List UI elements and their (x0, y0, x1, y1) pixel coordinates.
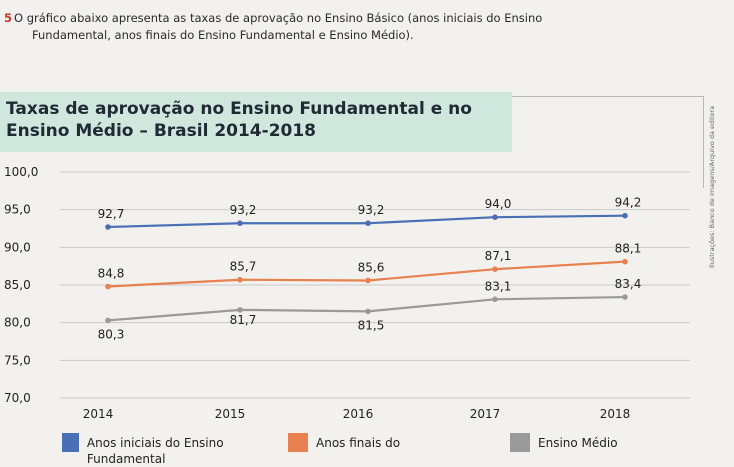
data-point (237, 276, 243, 283)
data-point (622, 294, 628, 300)
data-label: 93,2 (230, 203, 257, 217)
data-label: 94,2 (615, 196, 642, 210)
data-point (492, 296, 498, 303)
legend-label-anos-iniciais: Anos iniciais do Ensino Fundamental (86, 436, 224, 466)
x-tick-label: 2017 (470, 407, 501, 421)
data-label: 85,6 (358, 260, 385, 274)
legend-swatch-anos-iniciais (62, 433, 79, 452)
question-line-2: Fundamental, anos finais do Ensino Funda… (32, 28, 414, 42)
y-tick-label: 85,0 (4, 278, 31, 292)
data-label: 83,1 (485, 279, 512, 293)
data-label: 84,8 (98, 267, 125, 281)
data-point (622, 212, 628, 219)
data-label: 81,7 (230, 313, 257, 327)
data-point (492, 214, 498, 220)
data-label: 83,4 (615, 277, 642, 291)
y-tick-label: 75,0 (4, 353, 31, 367)
data-point (105, 283, 111, 290)
data-label: 81,5 (358, 318, 385, 332)
data-point (365, 308, 371, 315)
y-tick-label: 80,0 (4, 316, 31, 330)
frame-top-rule (512, 96, 704, 97)
series-line (107, 295, 626, 322)
x-tick-label: 2018 (600, 407, 631, 421)
legend-label-anos-finais: Anos finais do (316, 436, 401, 450)
data-point (237, 220, 243, 227)
legend-swatch-anos-finais (288, 433, 308, 452)
y-tick-label: 95,0 (4, 203, 31, 217)
data-label: 92,7 (98, 207, 125, 221)
legend-label-ensino-medio: Ensino Médio (538, 436, 618, 450)
data-point (105, 224, 111, 230)
data-point (492, 266, 498, 272)
y-tick-label: 100,0 (4, 165, 38, 179)
legend-swatch-ensino-medio (510, 433, 530, 452)
legend-item-anos-iniciais: Anos iniciais do Ensino Fundamental (62, 432, 272, 467)
data-point (237, 307, 243, 313)
x-tick-label: 2016 (343, 407, 374, 421)
data-label: 85,7 (230, 260, 257, 274)
legend-item-ensino-medio: Ensino Médio (510, 432, 710, 452)
data-label: 87,1 (485, 249, 512, 263)
data-point (365, 220, 371, 227)
chart-legend: Anos iniciais do Ensino Fundamental Anos… (0, 432, 734, 466)
chart-title: Taxas de aprovação no Ensino Fundamental… (6, 99, 472, 141)
y-tick-label: 90,0 (4, 240, 31, 254)
x-tick-label: 2014 (83, 407, 114, 421)
data-label: 88,1 (615, 242, 642, 256)
data-point (365, 277, 371, 284)
data-label: 94,0 (485, 197, 512, 211)
data-point (105, 317, 111, 324)
x-tick-label: 2015 (215, 407, 246, 421)
y-tick-label: 70,0 (4, 391, 31, 405)
chart-title-box: Taxas de aprovação no Ensino Fundamental… (0, 92, 512, 152)
data-point (622, 258, 628, 265)
question-number: 5 (4, 11, 13, 25)
frame-side-rule (703, 96, 704, 188)
data-label: 93,2 (358, 203, 385, 217)
legend-item-anos-finais: Anos finais do (288, 432, 488, 452)
question-line-1: O gráfico abaixo apresenta as taxas de a… (14, 11, 543, 25)
data-label: 80,3 (98, 327, 125, 341)
